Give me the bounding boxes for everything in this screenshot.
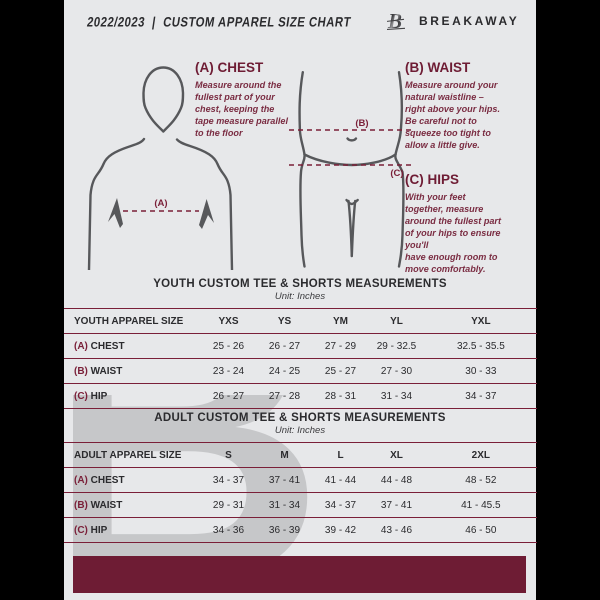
- svg-text:(C): (C): [390, 168, 403, 179]
- svg-text:(B): (B): [355, 118, 368, 129]
- svg-text:(A): (A): [154, 198, 167, 209]
